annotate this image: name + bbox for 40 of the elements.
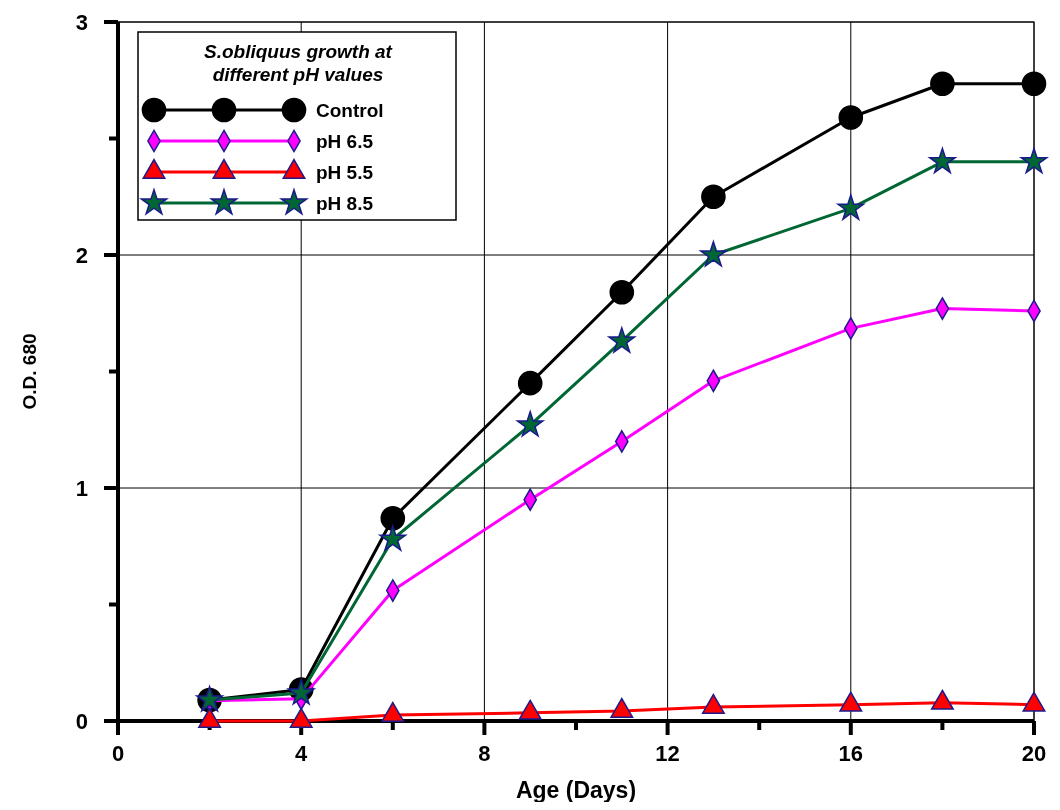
x-tick-label: 16 — [838, 741, 864, 766]
point — [381, 701, 405, 722]
point — [699, 240, 727, 267]
legend-label: pH 8.5 — [316, 193, 374, 214]
point — [608, 327, 636, 353]
point — [930, 71, 955, 97]
point — [609, 279, 635, 305]
point — [1021, 71, 1047, 97]
x-tick-label: 8 — [478, 741, 491, 766]
point — [838, 105, 864, 130]
x-tick-label: 12 — [655, 741, 680, 766]
legend-title: S.obliquus growth at different pH values — [204, 41, 393, 85]
point — [1022, 691, 1046, 712]
point — [516, 410, 544, 437]
x-tick-label: 4 — [295, 741, 309, 766]
point — [518, 699, 542, 720]
legend-label: Control — [316, 100, 384, 121]
point — [610, 697, 634, 718]
legend-label: pH 5.5 — [316, 162, 374, 183]
legend-label: pH 6.5 — [316, 131, 374, 152]
point — [1020, 147, 1048, 174]
x-tick-label: 0 — [111, 741, 125, 766]
y-tick-label: 3 — [75, 10, 88, 35]
point — [289, 707, 313, 728]
x-axis-title: Age (Days) — [515, 777, 637, 803]
point — [928, 147, 956, 174]
y-axis-title: O.D. 680 — [19, 333, 40, 410]
point — [701, 184, 726, 210]
x-tick-label: 20 — [1021, 741, 1047, 766]
point — [839, 691, 863, 712]
point — [379, 525, 407, 551]
y-tick-label: 1 — [75, 476, 88, 501]
point — [930, 689, 954, 710]
point — [517, 370, 543, 396]
point — [837, 194, 865, 220]
y-tick-label: 0 — [75, 709, 88, 734]
y-tick-label: 2 — [75, 243, 88, 268]
point — [701, 693, 725, 714]
point — [380, 506, 406, 531]
point — [198, 707, 222, 728]
